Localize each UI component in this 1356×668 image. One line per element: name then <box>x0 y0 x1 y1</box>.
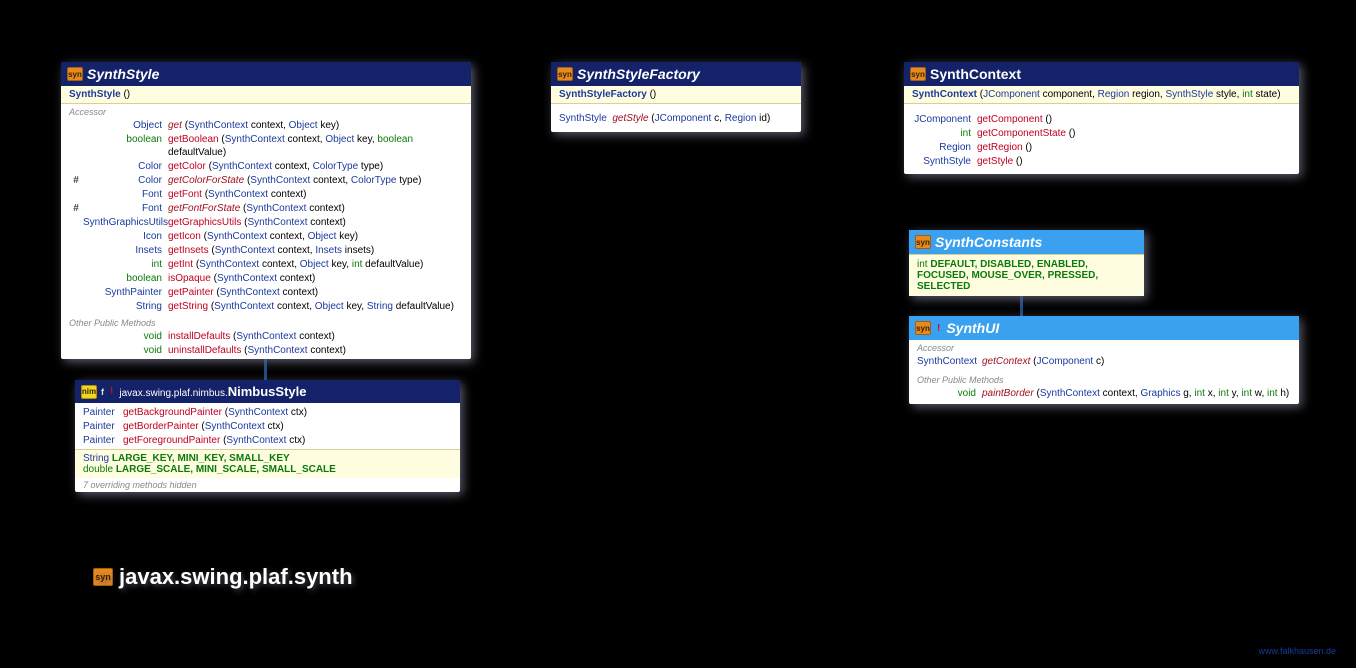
class-synthui: syn ! SynthUI Accessor SynthContext getC… <box>909 316 1299 404</box>
constructor-params: () <box>121 89 130 100</box>
package-icon: nim <box>81 385 97 399</box>
method-section: Other Public Methods void paintBorder (S… <box>909 372 1299 404</box>
constant-row: String LARGE_KEY, MINI_KEY, SMALL_KEY <box>83 453 452 464</box>
method-row: Painter getForegroundPainter (SynthConte… <box>83 433 452 447</box>
package-icon: syn <box>910 67 926 81</box>
section-label: Other Public Methods <box>69 317 463 329</box>
method-section: Other Public Methods void installDefault… <box>61 315 471 359</box>
package-label: syn javax.swing.plaf.synth <box>93 564 353 590</box>
class-header: syn SynthStyle <box>61 62 471 86</box>
const-type: int <box>917 259 928 270</box>
method-row: SynthStyle getStyle (JComponent c, Regio… <box>559 106 793 126</box>
class-title: SynthContext <box>930 66 1021 82</box>
package-name: javax.swing.plaf.synth <box>119 564 353 590</box>
method-row: Object get (SynthContext context, Object… <box>69 118 463 132</box>
class-header: syn SynthContext <box>904 62 1299 86</box>
method-row: SynthGraphicsUtils getGraphicsUtils (Syn… <box>69 215 463 229</box>
section-label: Other Public Methods <box>917 374 1291 386</box>
const-names: DEFAULT, DISABLED, ENABLED, FOCUSED, MOU… <box>917 259 1098 292</box>
method-row: Font getFont (SynthContext context) <box>69 187 463 201</box>
constructor: SynthContext (JComponent component, Regi… <box>904 86 1299 104</box>
constructor-name: SynthStyleFactory <box>559 89 647 100</box>
method-row: void uninstallDefaults (SynthContext con… <box>69 343 463 357</box>
class-synthstylefactory: syn SynthStyleFactory SynthStyleFactory … <box>551 62 801 132</box>
class-header: syn SynthConstants <box>909 230 1144 254</box>
class-title: SynthConstants <box>935 234 1042 250</box>
class-synthcontext: syn SynthContext SynthContext (JComponen… <box>904 62 1299 174</box>
class-marker-f: f <box>101 387 104 397</box>
method-row: String getString (SynthContext context, … <box>69 299 463 313</box>
method-row: Color getColor (SynthContext context, Co… <box>69 159 463 173</box>
package-icon: syn <box>915 321 931 335</box>
method-row: int getInt (SynthContext context, Object… <box>69 257 463 271</box>
package-icon: syn <box>67 67 83 81</box>
class-title: SynthUI <box>946 320 999 336</box>
constructor: SynthStyleFactory () <box>551 86 801 104</box>
bang-icon: ! <box>937 323 940 334</box>
constructor-name: SynthStyle <box>69 89 121 100</box>
method-row: # Color getColorForState (SynthContext c… <box>69 173 463 187</box>
method-row: boolean getBoolean (SynthContext context… <box>69 132 463 159</box>
class-title: SynthStyle <box>87 66 159 82</box>
class-title: javax.swing.plaf.nimbus.NimbusStyle <box>119 384 306 399</box>
package-icon: syn <box>557 67 573 81</box>
package-icon: syn <box>93 568 113 586</box>
class-prefix: javax.swing.plaf.nimbus. <box>119 388 227 399</box>
method-section: JComponent getComponent () int getCompon… <box>904 104 1299 174</box>
method-section: Painter getBackgroundPainter (SynthConte… <box>75 403 460 449</box>
bang-icon: ! <box>110 386 113 397</box>
constructor-name: SynthContext <box>912 89 977 100</box>
method-row: SynthPainter getPainter (SynthContext co… <box>69 285 463 299</box>
method-row: Region getRegion () <box>912 140 1291 154</box>
method-row: Insets getInsets (SynthContext context, … <box>69 243 463 257</box>
constructor-params: () <box>647 89 656 100</box>
method-row: Icon getIcon (SynthContext context, Obje… <box>69 229 463 243</box>
method-row: JComponent getComponent () <box>912 112 1291 126</box>
method-row: SynthStyle getStyle () <box>912 154 1291 168</box>
constants-section: int DEFAULT, DISABLED, ENABLED, FOCUSED,… <box>909 254 1144 296</box>
class-synthstyle: syn SynthStyle SynthStyle () Accessor Ob… <box>61 62 471 359</box>
method-section: Accessor SynthContext getContext (JCompo… <box>909 340 1299 372</box>
constant-row: double LARGE_SCALE, MINI_SCALE, SMALL_SC… <box>83 464 452 475</box>
constants-section: String LARGE_KEY, MINI_KEY, SMALL_KEYdou… <box>75 449 460 478</box>
class-nimbusstyle: nim f ! javax.swing.plaf.nimbus.NimbusSt… <box>75 380 460 492</box>
method-row: SynthContext getContext (JComponent c) <box>917 354 1291 368</box>
method-section: SynthStyle getStyle (JComponent c, Regio… <box>551 104 801 132</box>
method-row: void paintBorder (SynthContext context, … <box>917 386 1291 400</box>
section-label: Accessor <box>917 342 1291 354</box>
package-icon: syn <box>915 235 931 249</box>
method-row: # Font getFontForState (SynthContext con… <box>69 201 463 215</box>
hidden-note: 7 overriding methods hidden <box>75 478 460 492</box>
class-header: syn SynthStyleFactory <box>551 62 801 86</box>
method-row: void installDefaults (SynthContext conte… <box>69 329 463 343</box>
section-label: Accessor <box>69 106 463 118</box>
method-row: boolean isOpaque (SynthContext context) <box>69 271 463 285</box>
credit-link[interactable]: www.falkhausen.de <box>1258 646 1336 656</box>
class-title: SynthStyleFactory <box>577 66 700 82</box>
method-row: Painter getBackgroundPainter (SynthConte… <box>83 405 452 419</box>
class-header: nim f ! javax.swing.plaf.nimbus.NimbusSt… <box>75 380 460 403</box>
constructor-params: (JComponent component, Region region, Sy… <box>977 89 1281 100</box>
class-synthconstants: syn SynthConstants int DEFAULT, DISABLED… <box>909 230 1144 296</box>
method-section: Accessor Object get (SynthContext contex… <box>61 104 471 315</box>
method-row: int getComponentState () <box>912 126 1291 140</box>
method-row: Painter getBorderPainter (SynthContext c… <box>83 419 452 433</box>
class-header: syn ! SynthUI <box>909 316 1299 340</box>
constructor: SynthStyle () <box>61 86 471 104</box>
